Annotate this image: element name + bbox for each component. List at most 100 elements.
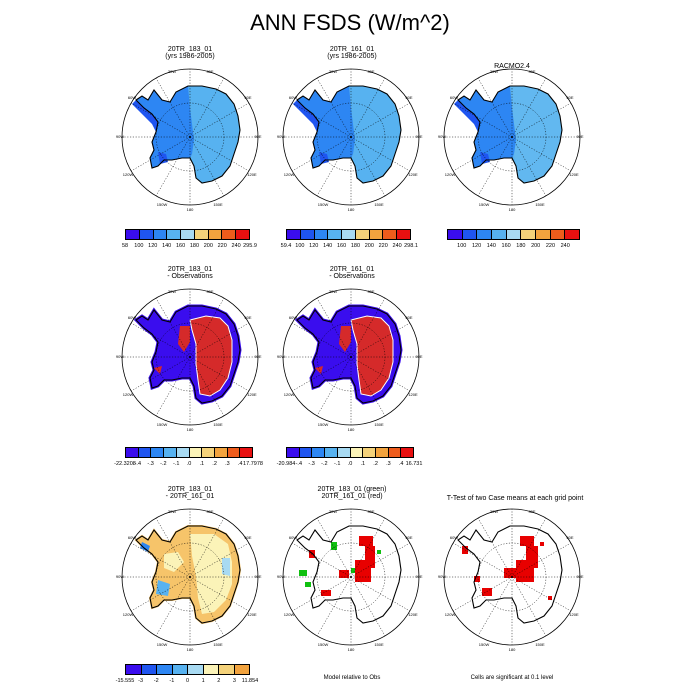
colorbar-swatch [141,665,157,674]
meridian-line [350,517,386,578]
meridian-line [155,517,191,578]
longitude-label: 30W [329,289,337,294]
longitude-label: 90E [415,574,422,579]
colorbar-label: 160 [336,243,347,249]
longitude-label: 90E [415,354,422,359]
longitude-label: 120W [284,172,295,177]
polar-grid: 30W 30E 60W 60E 90W 90E 120W 120E 150W 150E 180 [116,68,262,212]
longitude-label: 90W [438,574,446,579]
panel-4-name: 20TR_183_01 [167,266,213,273]
longitude-label: 180 [348,647,355,652]
polar-grid: 30W 30E 60W 60E 90W 90E 120W 120E 150W 150E 180 [438,508,584,652]
longitude-label: 60W [128,95,136,100]
colorbar-label: -.1 [172,461,180,467]
ross-shelf-fill [486,146,512,160]
longitude-label: 60W [128,535,136,540]
longitude-label: 150W [479,202,490,207]
longitude-label: 150E [535,202,545,207]
colorbar-label: .1 [360,461,366,467]
colorbar-swatch [388,448,402,457]
panel-2-name: 20TR_161_01 [329,46,375,53]
colorbar-label: 120 [309,243,319,249]
coastline [135,85,241,184]
colorbar-label: 240 [392,243,402,249]
colorbar-label: 140 [162,243,172,249]
colorbar-swatch [287,448,300,457]
colorbar-label: 100 [457,243,467,249]
polar-grid: 30W 30E 60W 60E 90W 90E 120W 120E 150W 150E 180 [116,288,262,432]
longitude-label: 180 [187,207,194,212]
longitude-label: 60W [289,315,297,320]
colorbar-label: 0 [185,678,190,684]
footnote-ttest: Cells are significant at 0.1 level [470,675,554,681]
red-cell [365,546,375,568]
significant-cell [520,536,534,546]
colorbar-label: 240 [231,243,241,249]
longitude-label: 120E [569,612,579,617]
longitude-label: 90W [116,354,124,359]
colorbar-label: .3 [225,461,230,467]
green-cell [299,570,307,576]
peninsula-fill [132,100,158,132]
longitude-label: 90W [438,134,446,139]
longitude-label: 150E [535,642,545,647]
longitude-label: 120W [445,172,456,177]
panel-3-name: RACMO2.4 [494,63,530,70]
colorbar-swatch [188,665,204,674]
longitude-label: 150E [213,642,223,647]
longitude-label: 150W [318,202,329,207]
meridian-line [452,102,513,138]
panel-7-subtitle: 20TR_161_01 (red) [321,493,383,500]
colorbar-swatch [227,448,241,457]
longitude-label: 30E [528,509,535,514]
colorbar-label: 1 [201,678,205,684]
colorbar-swatch [164,448,177,457]
meridian-line [350,576,386,637]
colorbar-label: -.3 [308,461,315,467]
colorbar-swatch [151,448,165,457]
colorbar-label: -.2 [160,461,167,467]
panel-6-name: 20TR_183_01 [167,486,213,493]
longitude-label: 150W [157,202,168,207]
red-cell [309,550,315,558]
longitude-label: 90E [415,134,422,139]
colorbar-label: 16.731 [405,461,423,467]
east-antarctica-fill [510,86,562,183]
panel-2-title: 20TR_161_01 (yrs 1986-2005) [292,46,412,60]
longitude-label: 90E [254,354,261,359]
colorbar-swatch [350,448,364,457]
coastline [135,305,241,404]
colorbar-swatch [138,448,152,457]
panel-8-title: T-Test of two Case means at each grid po… [430,495,600,502]
panel-6-title: 20TR_183_01 - 20TR_161_01 [130,486,250,500]
panel-5-name: 20TR_161_01 [329,266,375,273]
colorbar-label: 120 [471,243,482,249]
colorbar-label: .2 [373,461,378,467]
panel-1-title: 20TR_183_01 (yrs 1986-2005) [130,46,250,60]
colorbar-swatches [125,447,253,458]
colorbar-swatches [125,664,250,675]
meridian-line [350,356,386,417]
colorbar-swatch [176,448,190,457]
significant-cell [548,596,552,600]
west-antarctica-fill [136,86,194,168]
longitude-label: 30W [329,69,337,74]
meridian-line [316,77,352,138]
colorbar-label: -.4 [295,461,303,467]
colorbar-label: .4 [237,461,243,467]
colorbar-label: 220 [545,243,556,249]
colorbar-swatch [287,230,301,239]
meridian-line [291,356,352,392]
meridian-line [189,356,250,392]
peninsula-fill [293,100,319,132]
panel-5-title: 20TR_161_01 - Observations [292,266,412,280]
ross-shelf-fill [325,146,351,160]
meridian-line [189,542,250,578]
longitude-label: 150E [374,202,384,207]
red-cell [359,536,373,546]
meridian-line [155,576,191,637]
meridian-line [130,136,191,172]
longitude-label: 90W [277,134,285,139]
colorbar-label: 120 [148,243,158,249]
colorbar-swatches [286,229,411,240]
